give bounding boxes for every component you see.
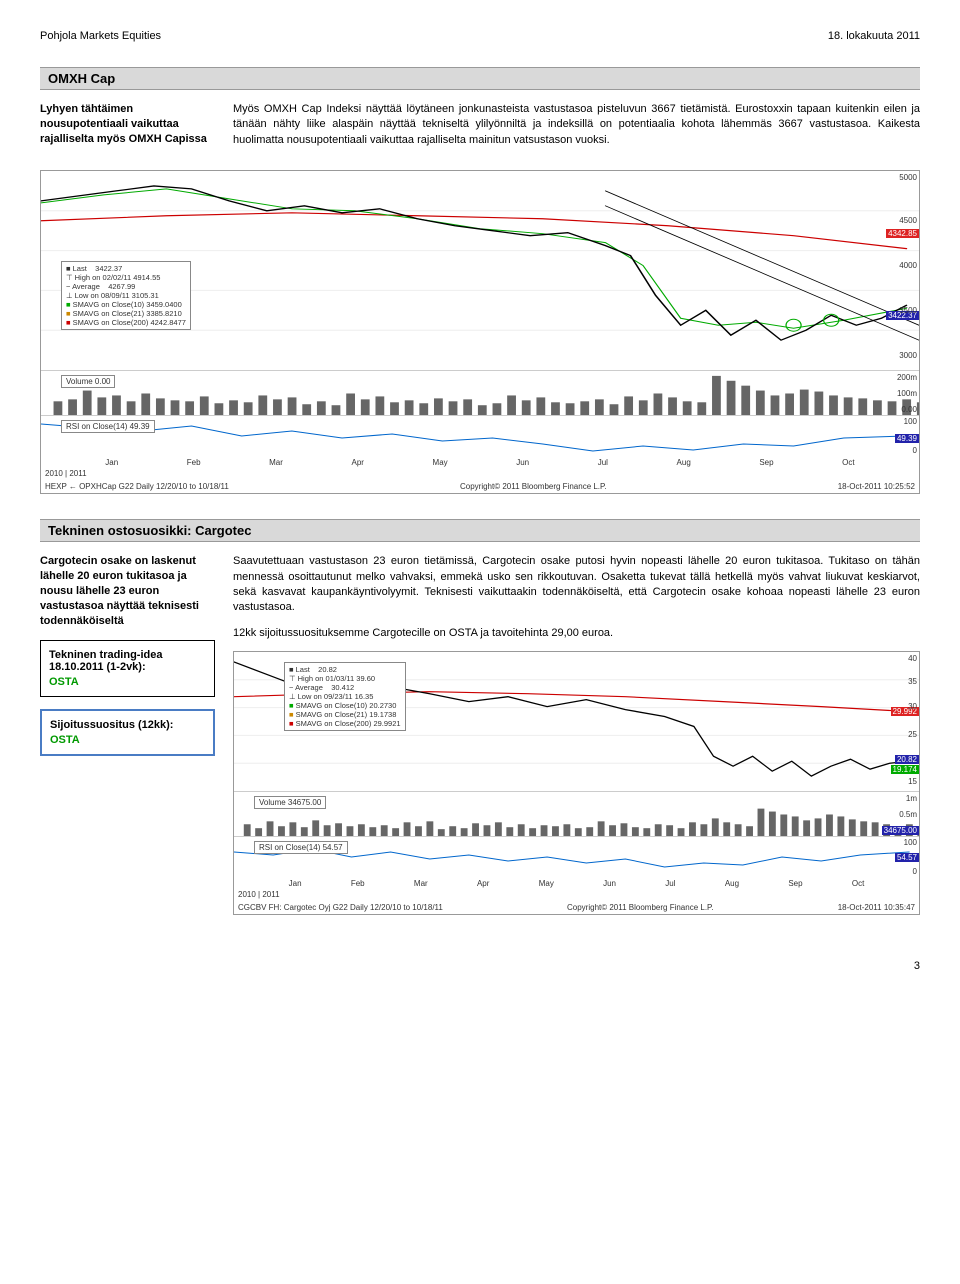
section2-title: Tekninen ostosuosikki: Cargotec <box>40 519 920 542</box>
section1-para: Myös OMXH Cap Indeksi näyttää löytäneen … <box>233 102 920 148</box>
section1-title: OMXH Cap <box>40 67 920 90</box>
section2-sidebar: Cargotecin osake on laskenut lähelle 20 … <box>40 554 215 628</box>
recommendation-box: Sijoitussuositus (12kk): OSTA <box>40 709 215 756</box>
chart2: ■ Last 20.82 ⊤ High on 01/03/11 39.60 − … <box>233 651 920 915</box>
chart2-months: JanFebMarAprMayJunJulAugSepOct <box>234 877 919 888</box>
chart2-rsi-panel: RSI on Close(14) 54.57 100 54.57 0 <box>234 837 919 877</box>
chart2-volume-panel: Volume 34675.00 1m 0.5m 34675.00 <box>234 792 919 837</box>
chart2-legend: ■ Last 20.82 ⊤ High on 01/03/11 39.60 − … <box>284 662 406 731</box>
chart1-price-panel: ■ Last 3422.37 ⊤ High on 02/02/11 4914.5… <box>41 171 919 371</box>
chart1-months: JanFebMarAprMayJunJulAugSepOct <box>41 456 919 467</box>
chart2-footer: CGCBV FH: Cargotec Oyj G22 Daily 12/20/1… <box>234 901 919 914</box>
trading-idea-box: Tekninen trading-idea 18.10.2011 (1-2vk)… <box>40 640 215 697</box>
chart1-volume-panel: Volume 0.00 200m 100m 0.00 <box>41 371 919 416</box>
chart1-footer: HEXP ← OPXHCap G22 Daily 12/20/10 to 10/… <box>41 480 919 493</box>
page-header: Pohjola Markets Equities 18. lokakuuta 2… <box>40 30 920 42</box>
chart2-price-panel: ■ Last 20.82 ⊤ High on 01/03/11 39.60 − … <box>234 652 919 792</box>
section1-sidebar: Lyhyen tähtäimen nousupotentiaali vaikut… <box>40 102 215 147</box>
osta-action-1: OSTA <box>49 676 206 688</box>
osta-action-2: OSTA <box>50 734 205 746</box>
section2-para1: Saavutettuaan vastustason 23 euron tietä… <box>233 554 920 616</box>
chart1-rsi-panel: RSI on Close(14) 49.39 100 49.39 0 <box>41 416 919 456</box>
page-number: 3 <box>40 960 920 972</box>
section2-para2: 12kk sijoitussuosituksemme Cargotecille … <box>233 626 920 641</box>
header-right: 18. lokakuuta 2011 <box>828 30 920 42</box>
header-left: Pohjola Markets Equities <box>40 30 161 42</box>
chart1-legend: ■ Last 3422.37 ⊤ High on 02/02/11 4914.5… <box>61 261 191 330</box>
chart1: ■ Last 3422.37 ⊤ High on 02/02/11 4914.5… <box>40 170 920 494</box>
